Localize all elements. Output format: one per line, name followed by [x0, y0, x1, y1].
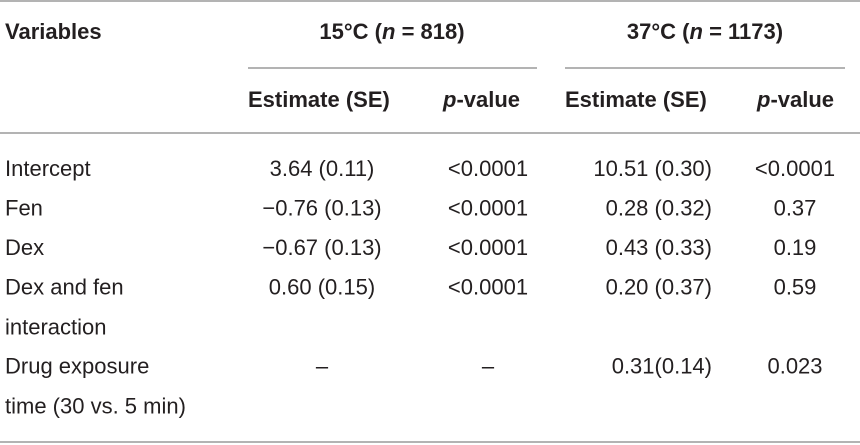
column-header: Estimate (SE)	[565, 87, 707, 112]
column-header: p-value	[442, 87, 520, 112]
header-text: -value	[770, 87, 834, 112]
cell: 3.64 (0.11)	[270, 156, 375, 181]
header-text: 37°C (	[627, 19, 690, 44]
header-text: 15°C (	[319, 19, 382, 44]
cell: 0.31(0.14)	[612, 353, 712, 378]
row-label: Dex and fen	[5, 274, 124, 299]
header-text: -value	[456, 87, 520, 112]
italic-symbol: n	[690, 19, 703, 44]
row-label: Fen	[5, 195, 43, 220]
row-label: Dex	[5, 235, 44, 260]
cell: <0.0001	[755, 156, 835, 181]
row-label: Drug exposure	[5, 353, 149, 378]
row-label: Intercept	[5, 156, 91, 181]
row-label: time (30 vs. 5 min)	[5, 393, 186, 418]
group-header: 37°C (n = 1173)	[627, 19, 783, 44]
italic-symbol: p	[756, 87, 770, 112]
italic-symbol: n	[382, 19, 395, 44]
cell: 10.51 (0.30)	[593, 156, 712, 181]
group-header: 15°C (n = 818)	[319, 19, 464, 44]
column-header: p-value	[756, 87, 834, 112]
header-text: = 818)	[395, 19, 464, 44]
cell: <0.0001	[448, 274, 528, 299]
cell: 0.43 (0.33)	[606, 235, 712, 260]
cell: 0.023	[767, 353, 822, 378]
cell: <0.0001	[448, 235, 528, 260]
cell: –	[316, 353, 329, 378]
cell: 0.20 (0.37)	[606, 274, 712, 299]
cell: 0.19	[774, 235, 817, 260]
cell: 0.28 (0.32)	[606, 195, 712, 220]
cell: <0.0001	[448, 156, 528, 181]
variables-header: Variables	[5, 19, 102, 44]
row-label: interaction	[5, 314, 107, 339]
italic-symbol: p	[442, 87, 456, 112]
column-header: Estimate (SE)	[248, 87, 390, 112]
cell: −0.76 (0.13)	[262, 195, 381, 220]
cell: <0.0001	[448, 195, 528, 220]
cell: 0.60 (0.15)	[269, 274, 375, 299]
cell: –	[482, 353, 495, 378]
cell: 0.59	[774, 274, 817, 299]
cell: −0.67 (0.13)	[262, 235, 381, 260]
cell: 0.37	[774, 195, 817, 220]
header-text: = 1173)	[703, 19, 783, 44]
header-text: Estimate (SE)	[565, 87, 707, 112]
header-text: Estimate (SE)	[248, 87, 390, 112]
